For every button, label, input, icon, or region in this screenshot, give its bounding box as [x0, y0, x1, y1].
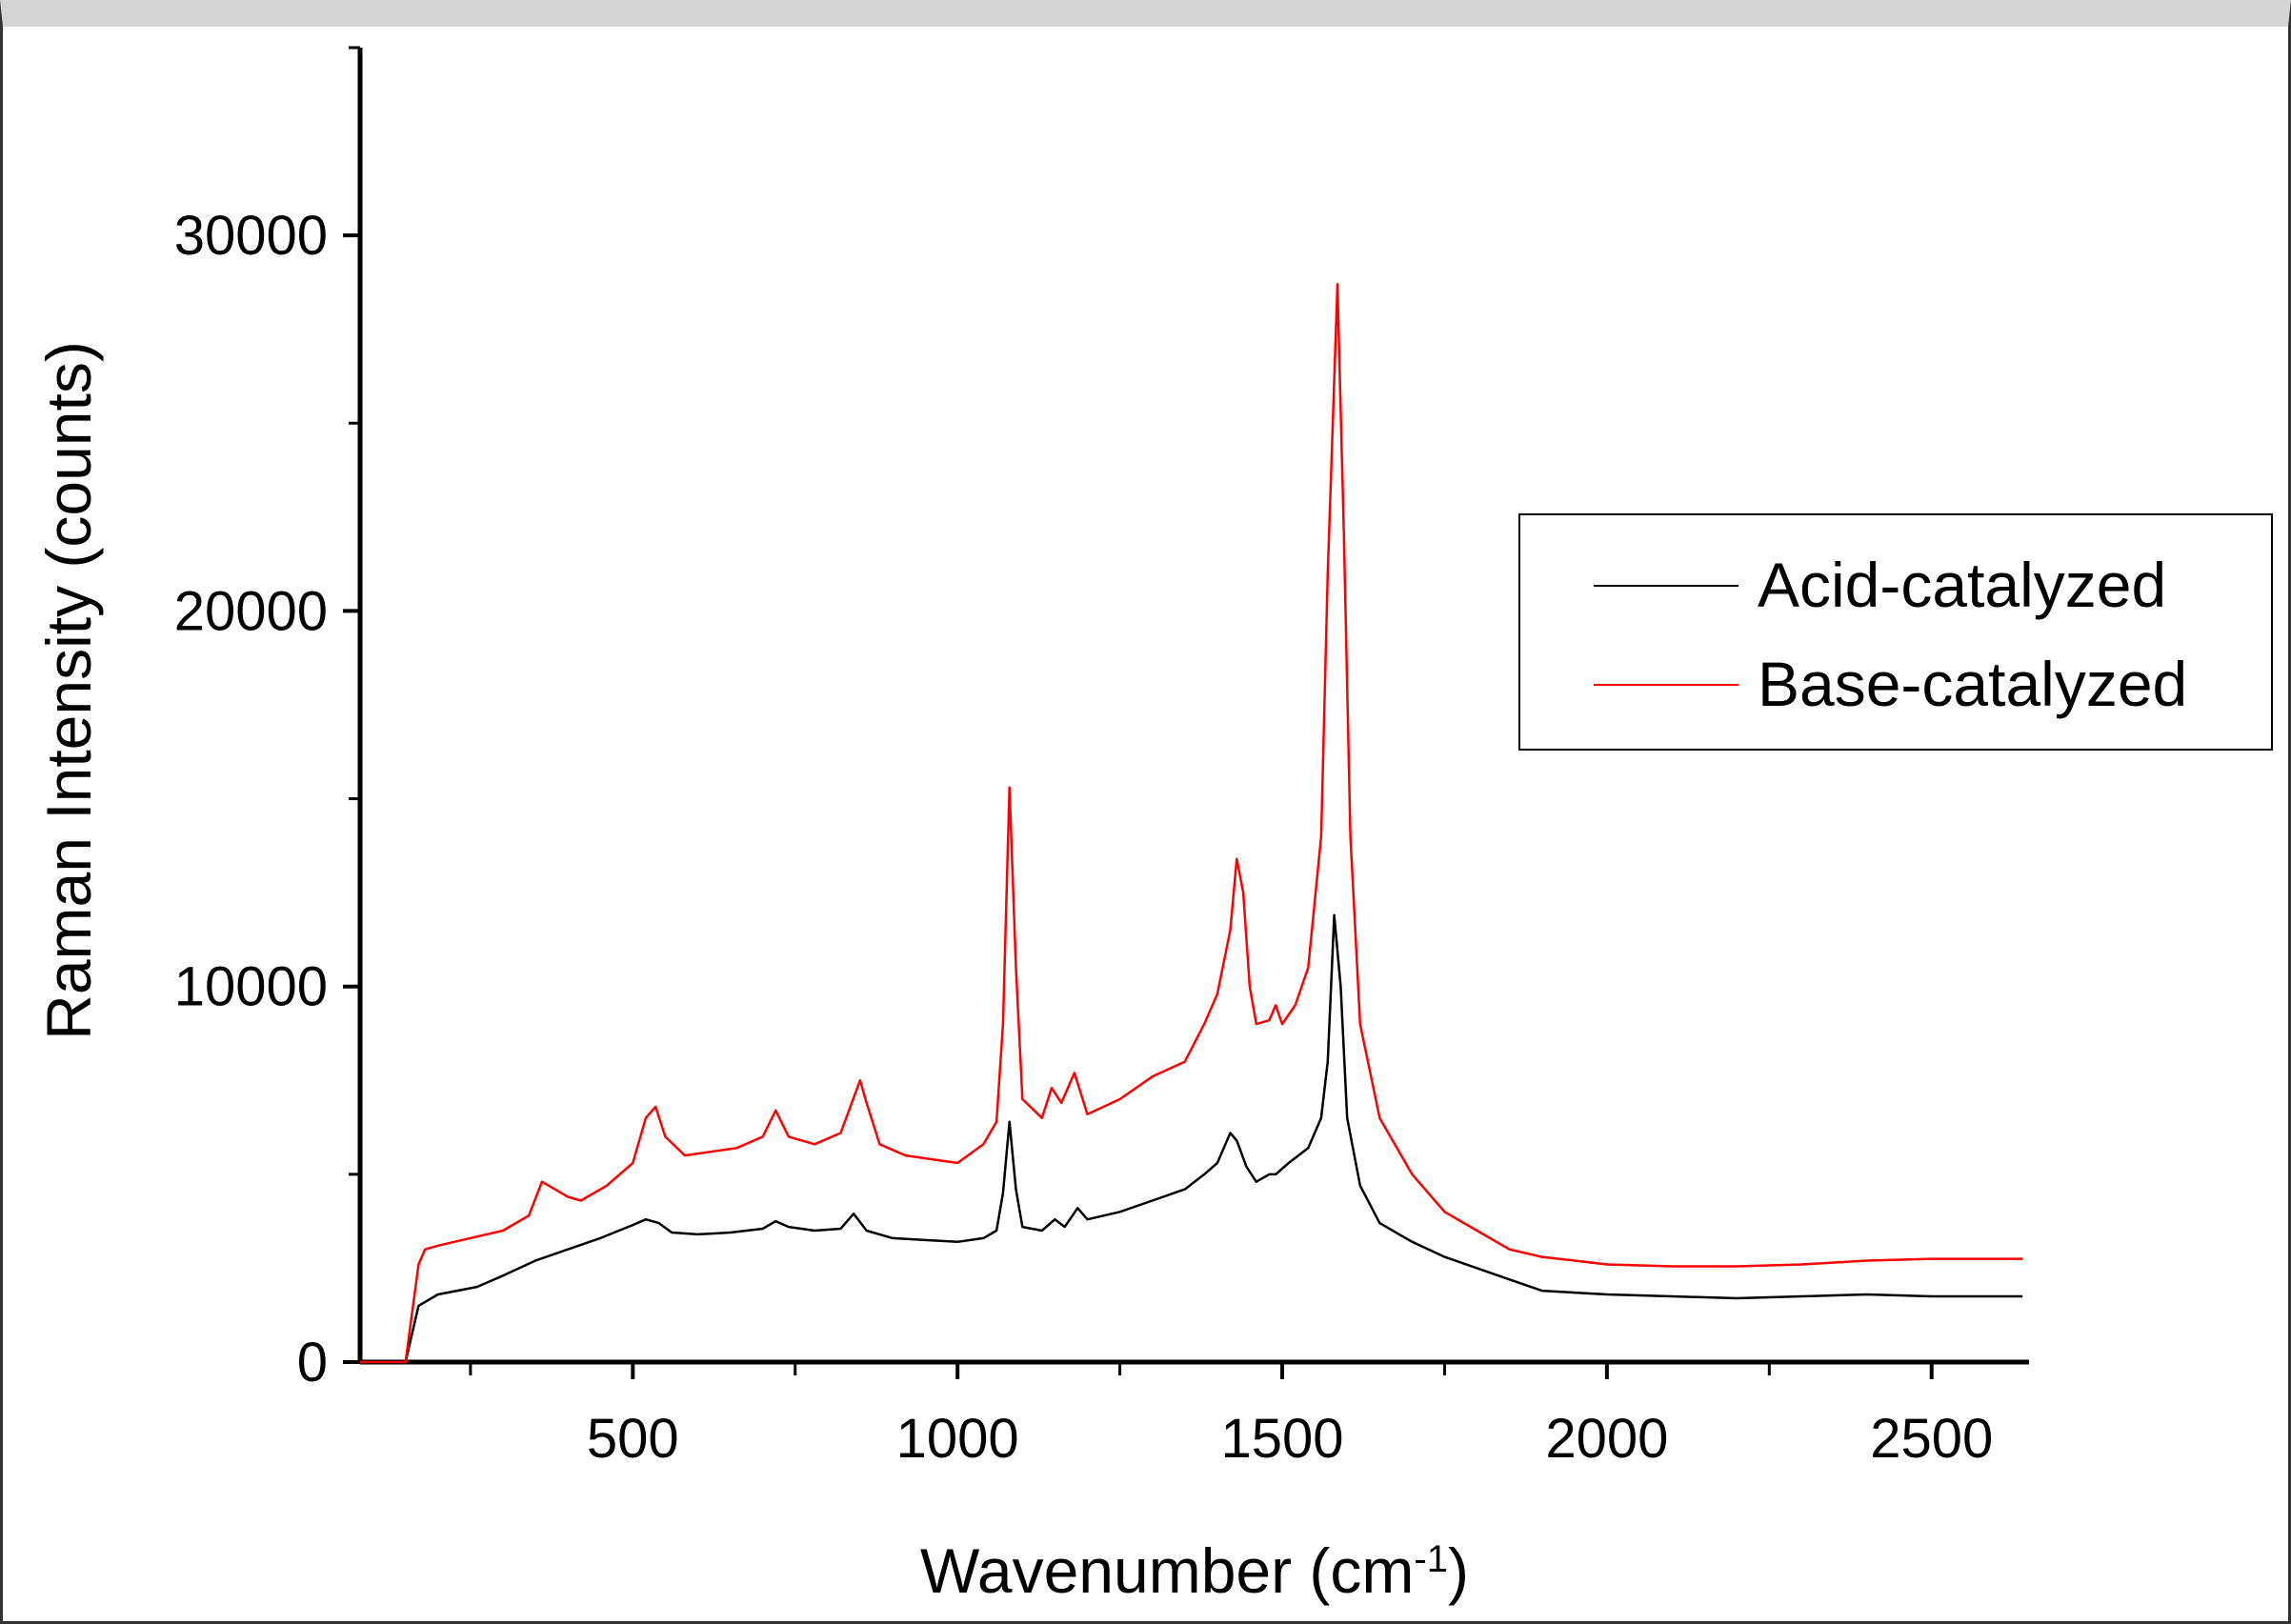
y-tick-label: 0	[297, 1332, 328, 1393]
legend: Acid-catalyzed Base-catalyzed	[1518, 513, 2273, 751]
series-acid-catalyzed	[360, 913, 2023, 1364]
y-tick-label: 10000	[174, 956, 328, 1018]
x-tick-label: 2000	[1545, 1408, 1668, 1470]
y-axis-title: Raman Intensity (counts)	[33, 341, 104, 1040]
y-tick-label: 20000	[174, 580, 328, 642]
legend-label-acid: Acid-catalyzed	[1758, 550, 2166, 620]
ticks: 500 1000 1500 2000 2500 0 10000 20000 30000	[174, 46, 1993, 1470]
x-tick-label: 1000	[896, 1408, 1019, 1470]
x-axis-title: Wavenumber (cm-1)	[920, 1535, 1469, 1606]
x-axis-title-main: Wavenumber (cm	[920, 1535, 1414, 1606]
x-tick-label: 1500	[1221, 1408, 1344, 1470]
axes	[357, 48, 2029, 1365]
legend-box	[1518, 513, 2273, 751]
series-base-catalyzed	[360, 283, 2023, 1364]
x-axis-title-superscript: -1	[1414, 1538, 1448, 1580]
x-axis-title-close: )	[1448, 1535, 1469, 1606]
x-tick-label: 2500	[1870, 1408, 1993, 1470]
legend-label-base: Base-catalyzed	[1758, 649, 2187, 719]
x-tick-label: 500	[587, 1408, 679, 1470]
series-lines	[360, 283, 2023, 1364]
y-tick-label: 30000	[174, 205, 328, 267]
